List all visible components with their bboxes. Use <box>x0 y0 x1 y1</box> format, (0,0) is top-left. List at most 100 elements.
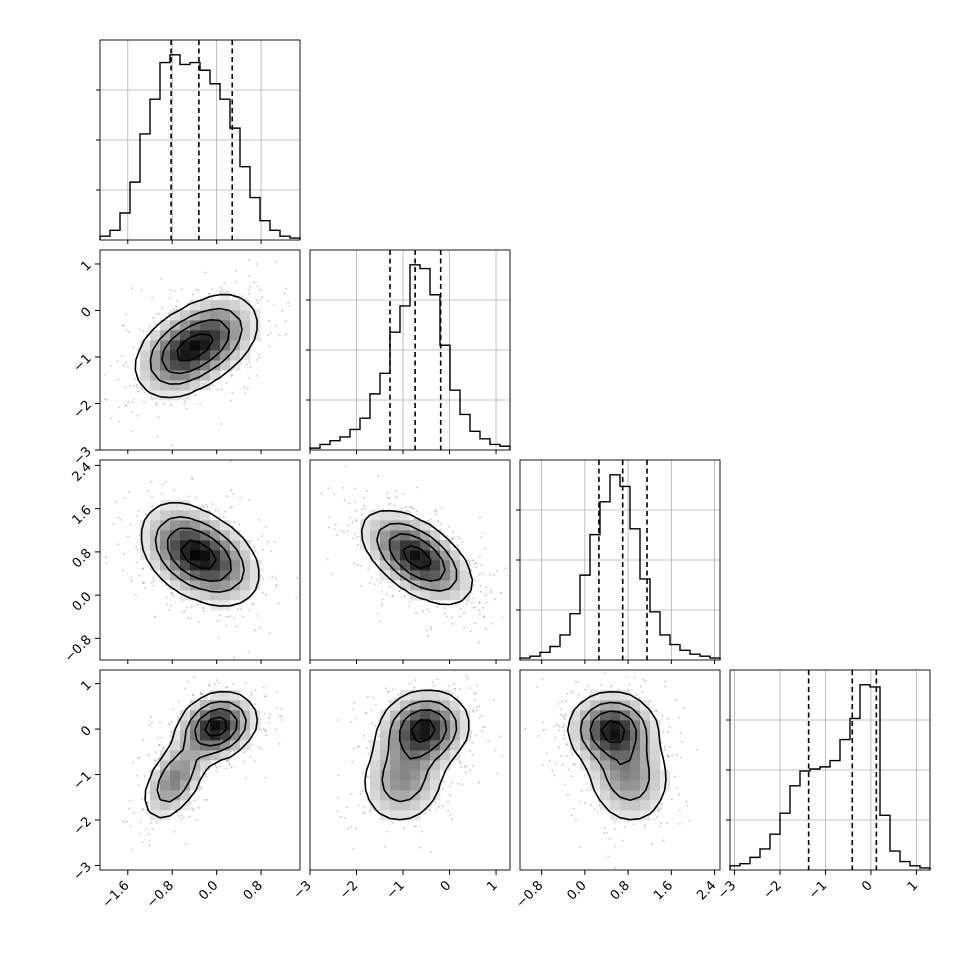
scatter-point <box>151 505 154 508</box>
scatter-point <box>116 360 119 362</box>
panel-content <box>104 259 291 447</box>
density-cell <box>630 700 641 711</box>
density-cell <box>240 700 251 711</box>
scatter-point <box>656 816 659 819</box>
panel-frame <box>519 669 721 871</box>
density-cell <box>640 790 651 801</box>
panel-frame <box>99 459 301 661</box>
scatter-point <box>352 537 355 540</box>
scatter-point <box>419 846 421 849</box>
scatter-point <box>151 827 154 830</box>
scatter-point <box>150 581 153 584</box>
scatter-point <box>261 296 264 299</box>
scatter-point <box>256 285 259 288</box>
scatter-point <box>124 313 127 315</box>
x-tick-label: −2 <box>761 878 785 902</box>
density-cell <box>240 340 251 351</box>
scatter-point <box>696 748 698 751</box>
scatter-point <box>370 709 373 712</box>
density-cell <box>390 700 401 711</box>
density-cell <box>390 710 401 721</box>
scatter-point <box>631 651 633 653</box>
scatter-point <box>361 789 364 792</box>
scatter-point <box>131 411 134 413</box>
density-cell <box>420 790 431 801</box>
scatter-point <box>413 686 416 689</box>
density-cell <box>400 530 411 541</box>
contour-level-1 <box>376 522 458 592</box>
scatter-point <box>125 820 128 823</box>
scatter-point <box>105 399 108 401</box>
density-cell <box>420 690 431 701</box>
scatter-point <box>394 490 397 492</box>
scatter-point <box>480 536 483 538</box>
scatter-point <box>127 535 129 538</box>
scatter-point <box>378 620 381 623</box>
scatter-point <box>685 800 687 803</box>
density-cell <box>210 370 221 381</box>
scatter-point <box>443 607 446 610</box>
scatter-point <box>388 700 391 703</box>
density-cell <box>640 800 651 811</box>
density-cell <box>190 510 201 521</box>
scatter-point <box>135 560 138 563</box>
contour-level-2 <box>161 319 230 375</box>
density-cell <box>440 580 451 591</box>
scatter-point <box>558 729 561 732</box>
density-cell <box>230 530 241 541</box>
density-cell <box>240 580 251 591</box>
x-tick-label: 0.0 <box>564 878 589 903</box>
scatter-point <box>368 775 371 778</box>
density-cell <box>200 310 211 321</box>
y-tick-label: 0 <box>78 305 94 321</box>
scatter-point <box>391 595 394 598</box>
scatter-point <box>373 583 376 586</box>
scatter-point <box>387 691 390 693</box>
scatter-point <box>193 799 196 802</box>
density-cell <box>590 750 601 761</box>
scatter-point <box>576 750 579 752</box>
density-cell <box>450 740 461 751</box>
scatter-point <box>354 827 357 830</box>
scatter-point <box>571 814 573 816</box>
scatter-point <box>284 320 287 322</box>
scatter-point <box>142 738 145 741</box>
scatter-point <box>567 793 569 796</box>
density-cell <box>440 590 451 601</box>
density-cell <box>370 790 381 801</box>
scatter-point <box>472 710 475 713</box>
scatter-point <box>429 518 432 521</box>
scatter-point <box>440 507 443 510</box>
density-cell <box>390 810 401 821</box>
scatter-point <box>368 740 371 743</box>
scatter-point <box>473 579 476 581</box>
density-cell <box>650 740 661 751</box>
density-cell <box>650 770 661 781</box>
scatter-point <box>281 309 284 312</box>
scatter-point <box>387 503 390 506</box>
scatter-point <box>469 749 472 752</box>
density-cell <box>180 580 191 591</box>
density-cell <box>190 360 201 371</box>
scatter-point <box>564 783 567 786</box>
density-cell <box>190 300 201 311</box>
density-cell <box>610 740 621 751</box>
density-cell <box>590 760 601 771</box>
density-cell <box>180 330 191 341</box>
scatter-point <box>138 328 141 331</box>
density-cell <box>610 800 621 811</box>
scatter-point <box>566 692 569 695</box>
density-cell <box>390 800 401 811</box>
scatter-point <box>471 559 474 562</box>
x-tick-label: −1.6 <box>100 878 133 911</box>
scatter-point <box>481 725 484 728</box>
scatter-point <box>216 388 219 391</box>
scatter-point <box>278 742 281 745</box>
density-cell <box>160 810 171 821</box>
density-cell <box>420 740 431 751</box>
scatter-point <box>124 404 127 407</box>
scatter-point <box>577 681 579 684</box>
scatter-point <box>584 688 587 691</box>
scatter-point <box>361 513 364 516</box>
scatter-point <box>465 674 468 677</box>
